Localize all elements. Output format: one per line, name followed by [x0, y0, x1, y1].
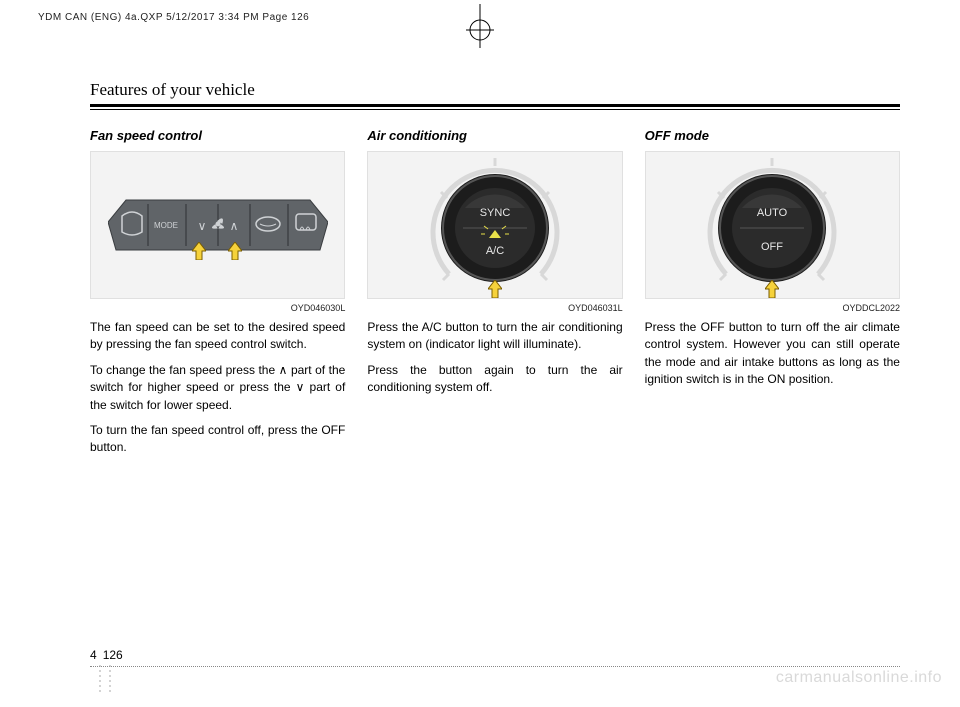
svg-text:MODE: MODE — [154, 221, 178, 230]
corner-ticks — [90, 665, 120, 695]
page-footer: 4 126 — [90, 648, 900, 667]
svg-text:∨: ∨ — [197, 219, 206, 233]
figure-off-mode: AUTO OFF — [645, 151, 900, 299]
figure-code: OYD046031L — [367, 303, 622, 313]
paragraph: Press the button again to turn the air c… — [367, 362, 622, 397]
paragraph: Press the OFF button to turn off the air… — [645, 319, 900, 389]
arrow-indicator-icon — [765, 280, 779, 298]
dial-top-label: SYNC — [480, 207, 511, 219]
svg-text:∧: ∧ — [229, 219, 238, 233]
section-title: Features of your vehicle — [90, 80, 900, 104]
heading-fan-speed: Fan speed control — [90, 128, 345, 143]
dial-bottom-label: OFF — [761, 241, 783, 253]
chapter-number: 4 — [90, 648, 97, 662]
arrow-indicator-icon — [192, 242, 206, 260]
button-strip-graphic: MODE ∨ ∧ — [108, 198, 328, 258]
body-text: Press the OFF button to turn off the air… — [645, 319, 900, 389]
footer-dotted-rule — [90, 666, 900, 667]
crop-mark-top — [450, 4, 510, 48]
page-number: 4 126 — [90, 648, 900, 662]
figure-air-conditioning: SYNC A/C — [367, 151, 622, 299]
heading-off-mode: OFF mode — [645, 128, 900, 143]
rule-thin — [90, 109, 900, 110]
arrow-indicator-icon — [228, 242, 242, 260]
paragraph: The fan speed can be set to the desired … — [90, 319, 345, 354]
figure-fan-speed: MODE ∨ ∧ — [90, 151, 345, 299]
paragraph: To turn the fan speed control off, press… — [90, 422, 345, 457]
paragraph: Press the A/C button to turn the air con… — [367, 319, 622, 354]
arrow-indicator-icon — [488, 280, 502, 298]
page-content: Features of your vehicle Fan speed contr… — [90, 80, 900, 465]
body-text: Press the A/C button to turn the air con… — [367, 319, 622, 397]
body-text: The fan speed can be set to the desired … — [90, 319, 345, 457]
column-air-conditioning: Air conditioning — [367, 128, 622, 465]
column-fan-speed: Fan speed control MODE ∨ — [90, 128, 345, 465]
page-number-value: 126 — [103, 648, 123, 662]
print-header: YDM CAN (ENG) 4a.QXP 5/12/2017 3:34 PM P… — [38, 12, 309, 23]
dial-graphic: AUTO OFF — [702, 158, 842, 298]
heading-air-conditioning: Air conditioning — [367, 128, 622, 143]
rule-thick — [90, 104, 900, 107]
dial-graphic: SYNC A/C — [425, 158, 565, 298]
dial-top-label: AUTO — [757, 207, 788, 219]
figure-code: OYD046030L — [90, 303, 345, 313]
paragraph: To change the fan speed press the ∧ part… — [90, 362, 345, 414]
dial-bottom-label: A/C — [486, 245, 504, 257]
column-off-mode: OFF mode — [645, 128, 900, 465]
watermark: carmanualsonline.info — [776, 669, 942, 687]
figure-code: OYDDCL2022 — [645, 303, 900, 313]
